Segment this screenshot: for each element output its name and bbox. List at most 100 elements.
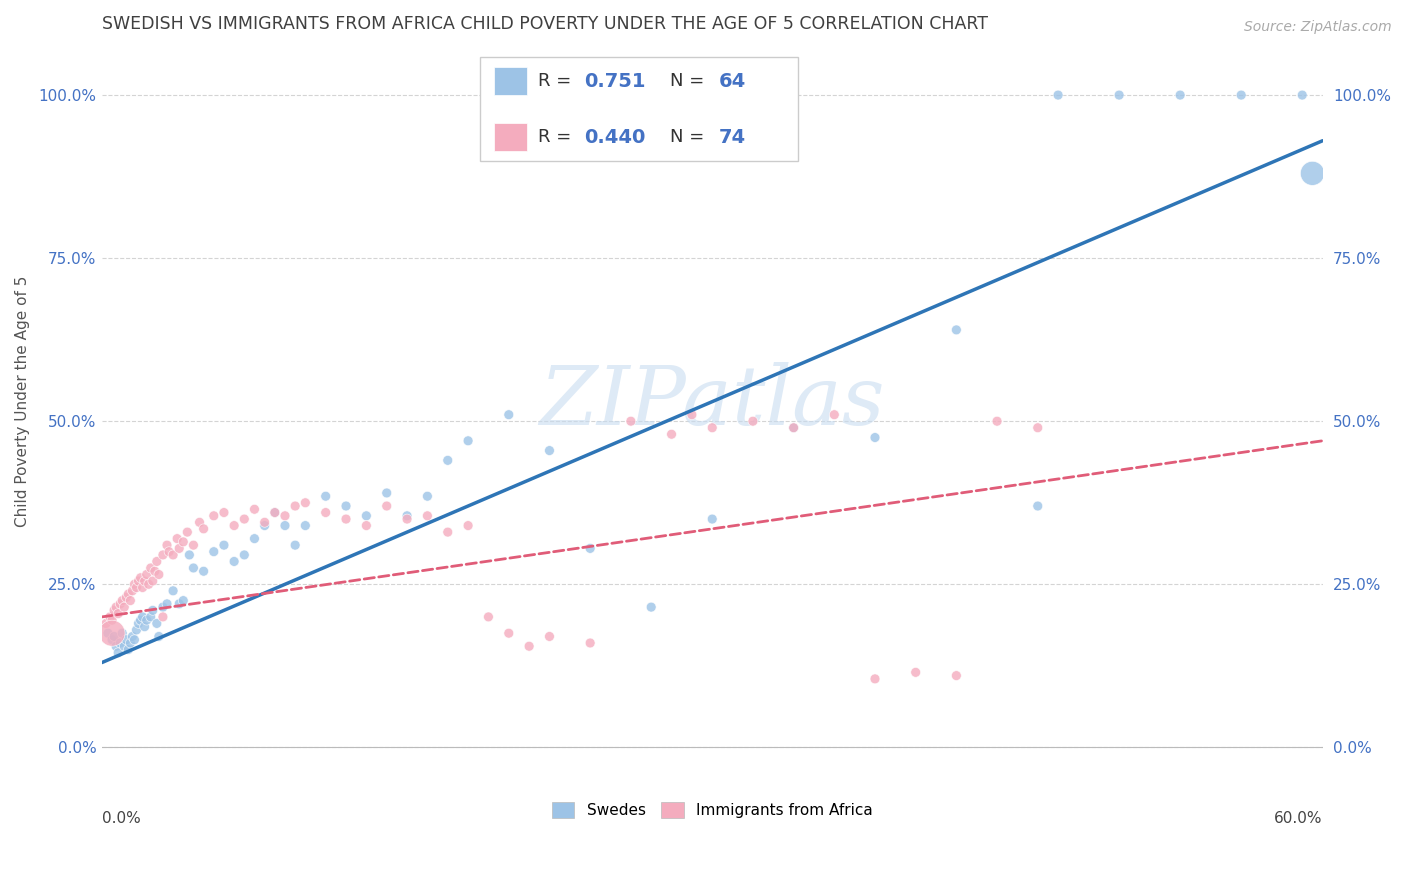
Point [823, 408, 845, 422]
Point [148, 567, 170, 582]
Point [152, 600, 174, 615]
Point [375, 486, 398, 500]
Point [945, 668, 967, 682]
Point [172, 534, 194, 549]
Point [166, 532, 188, 546]
Point [142, 603, 165, 617]
Point [135, 613, 157, 627]
Point [162, 583, 184, 598]
Point [1047, 88, 1070, 103]
Point [284, 499, 307, 513]
Legend: Swedes, Immigrants from Africa: Swedes, Immigrants from Africa [546, 797, 879, 824]
Point [233, 512, 256, 526]
Point [202, 544, 225, 558]
Point [742, 414, 765, 428]
Point [498, 408, 520, 422]
Point [105, 600, 128, 615]
Point [139, 610, 162, 624]
Point [498, 626, 520, 640]
Point [103, 603, 125, 617]
Point [396, 508, 419, 523]
Point [1026, 499, 1049, 513]
Point [436, 525, 458, 540]
Point [863, 672, 886, 686]
Point [108, 597, 131, 611]
Point [183, 538, 205, 552]
Point [294, 518, 316, 533]
Point [253, 518, 276, 533]
Point [125, 581, 148, 595]
Point [111, 593, 134, 607]
Point [121, 583, 143, 598]
Text: 0.440: 0.440 [583, 128, 645, 146]
Point [112, 600, 135, 615]
Point [103, 630, 125, 644]
Point [162, 548, 184, 562]
Point [125, 623, 148, 637]
Point [172, 593, 194, 607]
Point [94, 616, 117, 631]
Point [1301, 166, 1323, 180]
Point [224, 518, 246, 533]
Point [1168, 88, 1191, 103]
Text: ZIPatlas: ZIPatlas [540, 361, 884, 442]
Point [131, 581, 153, 595]
Point [863, 430, 886, 444]
Point [120, 593, 142, 607]
Point [135, 567, 157, 582]
Point [212, 538, 235, 552]
Point [152, 610, 174, 624]
Point [134, 574, 156, 588]
Point [904, 665, 927, 680]
Point [105, 639, 128, 653]
Text: R =: R = [538, 72, 578, 90]
Point [120, 636, 142, 650]
Point [294, 496, 316, 510]
Point [477, 610, 499, 624]
Point [98, 610, 121, 624]
Point [202, 508, 225, 523]
Point [1026, 421, 1049, 435]
Point [115, 591, 138, 605]
Point [167, 541, 190, 556]
Point [335, 499, 357, 513]
Point [396, 512, 419, 526]
Point [782, 421, 804, 435]
Point [1108, 88, 1130, 103]
Point [986, 414, 1008, 428]
Point [538, 443, 561, 458]
Point [129, 613, 152, 627]
Point [620, 414, 643, 428]
Text: 60.0%: 60.0% [1274, 811, 1323, 826]
Point [263, 506, 285, 520]
Point [416, 508, 439, 523]
Point [111, 626, 134, 640]
Point [124, 632, 146, 647]
Point [117, 642, 139, 657]
Point [128, 616, 150, 631]
Point [1230, 88, 1253, 103]
Point [138, 577, 160, 591]
Point [579, 541, 602, 556]
Point [101, 626, 124, 640]
Text: Source: ZipAtlas.com: Source: ZipAtlas.com [1244, 20, 1392, 34]
Point [117, 587, 139, 601]
Point [183, 561, 205, 575]
Point [146, 616, 169, 631]
Point [167, 597, 190, 611]
Point [156, 597, 179, 611]
Point [108, 636, 131, 650]
Point [436, 453, 458, 467]
Point [263, 506, 285, 520]
Point [681, 408, 703, 422]
Point [134, 620, 156, 634]
Point [107, 646, 129, 660]
Text: 64: 64 [718, 72, 745, 91]
Point [284, 538, 307, 552]
Point [97, 626, 120, 640]
Point [457, 434, 479, 448]
Point [782, 421, 804, 435]
Point [128, 574, 150, 588]
Point [176, 525, 198, 540]
Point [101, 632, 124, 647]
